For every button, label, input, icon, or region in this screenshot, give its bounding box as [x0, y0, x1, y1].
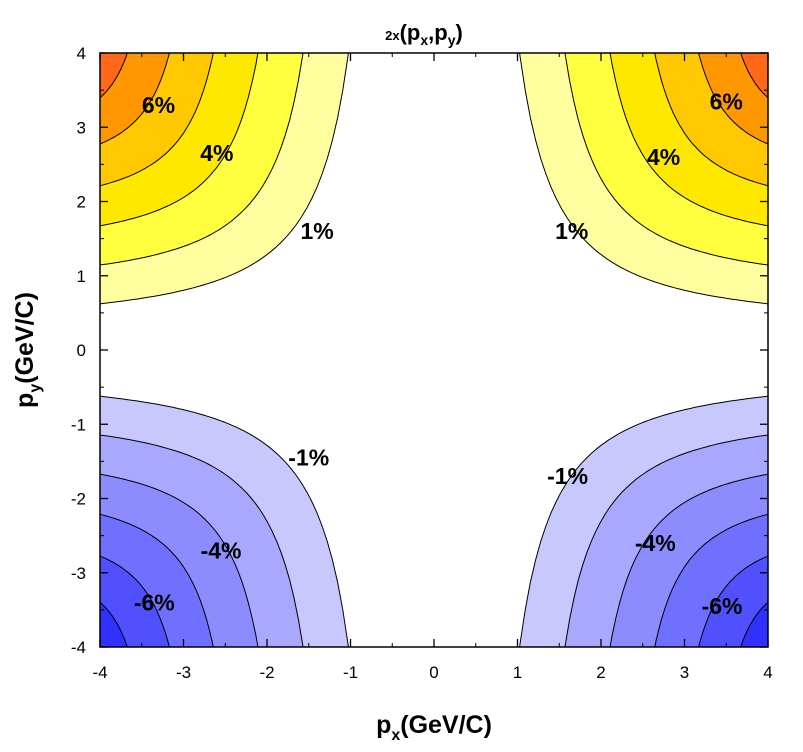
chart-title: 2x(px,py)	[385, 20, 463, 48]
contour-line	[564, 53, 768, 266]
contour-label: 6%	[142, 92, 175, 118]
contour-band	[100, 53, 128, 98]
y-axis-title-sub: y	[27, 384, 44, 393]
contour-line	[100, 434, 304, 647]
contour-line	[100, 53, 259, 227]
y-axis-title-rest: (GeV/C)	[11, 292, 39, 384]
x-axis-title-sub: x	[391, 727, 400, 744]
contour-label: -1%	[288, 445, 329, 471]
contour-line	[609, 473, 768, 647]
x-axis-title: px(GeV/C)	[376, 711, 492, 744]
contour-line	[654, 513, 768, 647]
contour-line	[100, 53, 214, 187]
y-tick-label: 4	[77, 44, 86, 63]
contour-label: -6%	[702, 593, 743, 619]
contour-line	[100, 601, 128, 647]
contour-label: -1%	[547, 463, 588, 489]
title-open: (p	[400, 20, 421, 45]
contour-label: 1%	[555, 218, 588, 244]
contour-line	[609, 53, 768, 227]
title-sub-x: x	[420, 32, 428, 48]
contour-label: 4%	[647, 144, 680, 170]
contour-line	[698, 555, 768, 647]
y-tick-label: -4	[71, 638, 86, 657]
x-tick-label: 4	[763, 663, 772, 682]
y-tick-label: -1	[71, 415, 86, 434]
contour-line	[100, 53, 170, 145]
y-tick-label: -3	[71, 564, 86, 583]
x-axis-title-main: p	[376, 711, 391, 739]
title-close: )	[456, 20, 463, 45]
y-tick-label: 0	[77, 341, 86, 360]
contour-line	[100, 555, 170, 647]
contour-label: -4%	[635, 530, 676, 556]
contour-label: -4%	[201, 537, 242, 563]
contour-band	[740, 602, 768, 647]
contour-label: -6%	[134, 589, 175, 615]
x-tick-label: 0	[429, 663, 438, 682]
y-axis-title-main: p	[11, 393, 39, 408]
contour-lines	[100, 53, 768, 647]
y-tick-label: 1	[77, 267, 86, 286]
x-tick-label: -1	[343, 663, 358, 682]
x-tick-label: 1	[513, 663, 522, 682]
title-sep: ,p	[428, 20, 448, 45]
contour-line	[100, 473, 259, 647]
contour-line	[698, 53, 768, 145]
contour-line	[100, 53, 128, 99]
contour-label: 4%	[200, 140, 233, 166]
x-axis-title-rest: (GeV/C)	[400, 711, 492, 739]
y-tick-label: 3	[77, 118, 86, 137]
contour-label: 6%	[710, 88, 743, 114]
contour-band	[100, 602, 128, 647]
contour-line	[100, 395, 349, 647]
contour-label: 1%	[300, 218, 333, 244]
contour-line	[740, 601, 768, 647]
contour-line	[564, 434, 768, 647]
contour-fills	[100, 53, 768, 647]
x-tick-label: -4	[92, 663, 107, 682]
title-prefix: 2x	[385, 28, 400, 43]
contour-line	[100, 53, 349, 305]
contour-line	[100, 53, 304, 266]
y-axis-title: py(GeV/C)	[11, 292, 44, 408]
contour-line	[740, 53, 768, 99]
contour-labels: 6% 4% 1% 6% 4% 1% -1% -4% -6% -1% -4% -6%	[134, 88, 743, 619]
contour-band	[740, 53, 768, 98]
y-tick-label: -2	[71, 490, 86, 509]
contour-line	[519, 395, 768, 647]
contour-line	[100, 513, 214, 647]
contour-line	[654, 53, 768, 187]
title-sub-y: y	[448, 32, 456, 48]
x-tick-label: 2	[596, 663, 605, 682]
y-tick-label: 2	[77, 193, 86, 212]
contour-line	[519, 53, 768, 305]
x-tick-label: 3	[680, 663, 689, 682]
x-tick-label: -3	[176, 663, 191, 682]
axis-ticks: -4 -3 -2 -1 0 1 2 3 4 -4 -3 -2 -1 0 1 2 3 4	[71, 44, 773, 682]
x-tick-label: -2	[259, 663, 274, 682]
